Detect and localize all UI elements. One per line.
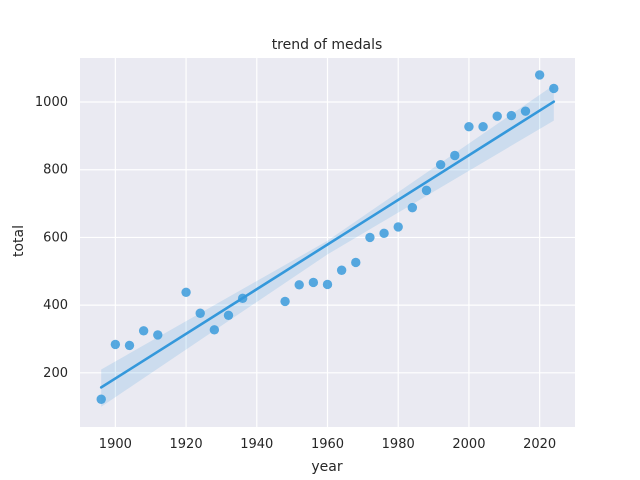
x-tick-label: 1940 — [240, 437, 273, 452]
data-point — [237, 293, 248, 304]
data-point — [435, 159, 446, 170]
x-tick-label: 1900 — [99, 437, 132, 452]
data-point — [464, 122, 474, 132]
data-point — [549, 83, 559, 94]
y-tick-label: 200 — [43, 366, 68, 381]
y-tick-label: 600 — [43, 230, 68, 245]
x-tick-label: 2020 — [523, 437, 556, 452]
data-point — [407, 202, 418, 213]
data-point — [322, 279, 333, 290]
x-tick-label: 1980 — [382, 437, 415, 452]
x-tick-label: 1960 — [311, 437, 344, 452]
data-point — [280, 296, 290, 307]
data-point — [124, 340, 135, 351]
data-point — [506, 110, 517, 121]
data-point — [351, 257, 361, 268]
data-point — [534, 70, 545, 80]
regression-line-path — [99, 100, 556, 389]
data-point — [308, 277, 319, 288]
data-point — [393, 222, 403, 232]
data-point — [379, 228, 389, 239]
data-point — [223, 310, 234, 320]
data-point — [450, 150, 460, 161]
data-point — [294, 280, 304, 290]
x-axis-label: year — [311, 459, 342, 475]
y-tick-label: 800 — [43, 163, 68, 178]
data-points — [96, 70, 559, 404]
x-axis-ticks: 1900 1920 1940 1960 1980 2000 2020 — [99, 437, 556, 452]
data-point — [336, 265, 347, 275]
data-point — [110, 339, 121, 350]
data-point — [138, 326, 149, 336]
y-axis-ticks: 200 400 600 800 1000 — [35, 95, 68, 381]
data-point — [520, 106, 531, 116]
y-axis-label: total — [11, 225, 27, 257]
data-point — [209, 325, 220, 335]
grid-lines — [80, 58, 575, 427]
x-tick-label: 1920 — [170, 437, 203, 452]
regression-line — [99, 100, 556, 389]
chart-title: trend of medals — [272, 37, 383, 53]
y-tick-label: 400 — [43, 298, 68, 313]
data-point — [365, 232, 375, 243]
data-point — [492, 111, 502, 121]
data-point — [181, 287, 191, 297]
x-tick-label: 2000 — [452, 437, 485, 452]
data-point — [195, 308, 205, 318]
data-point — [96, 394, 106, 404]
data-point — [153, 330, 163, 340]
y-tick-label: 1000 — [35, 95, 68, 110]
data-point — [421, 185, 432, 196]
data-point — [478, 122, 488, 132]
